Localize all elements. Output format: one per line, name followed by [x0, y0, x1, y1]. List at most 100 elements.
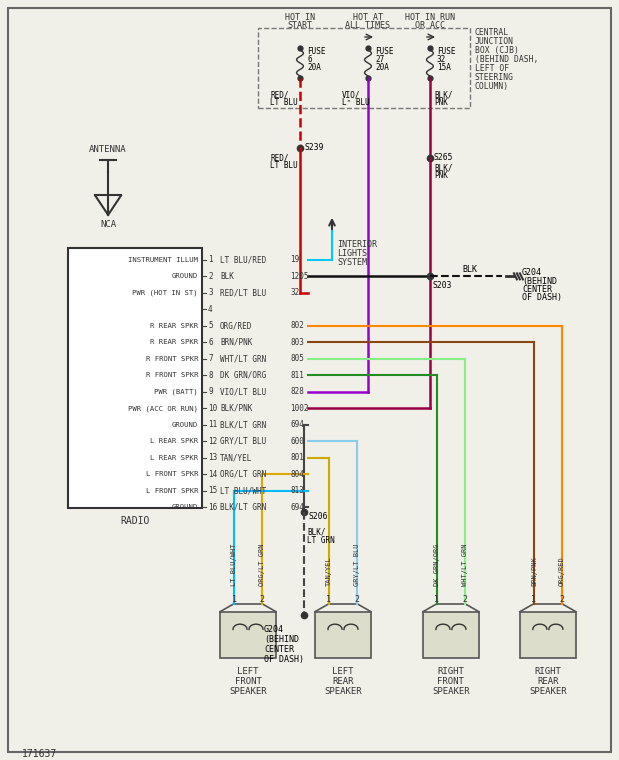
Text: ORG/RED: ORG/RED — [559, 556, 565, 586]
Text: S206: S206 — [308, 512, 327, 521]
Text: SPEAKER: SPEAKER — [324, 687, 361, 696]
Text: BLK/PNK: BLK/PNK — [220, 404, 253, 413]
Text: REAR: REAR — [332, 677, 353, 686]
Text: 5: 5 — [208, 321, 213, 331]
Text: CENTRAL: CENTRAL — [475, 28, 509, 37]
Text: 2: 2 — [208, 272, 213, 281]
Text: 20A: 20A — [375, 64, 389, 72]
Text: ALL TIMES: ALL TIMES — [345, 21, 391, 30]
Text: BLK/: BLK/ — [434, 163, 452, 173]
Bar — [68, 248, 202, 508]
Text: 14: 14 — [208, 470, 217, 479]
Text: 811: 811 — [290, 371, 304, 380]
Text: 1205: 1205 — [290, 272, 308, 281]
Text: 32: 32 — [437, 55, 446, 65]
Text: CENTER: CENTER — [264, 645, 294, 654]
Text: NCA: NCA — [100, 220, 116, 230]
Text: S265: S265 — [434, 154, 454, 163]
Text: 15A: 15A — [437, 64, 451, 72]
Text: G204: G204 — [522, 268, 542, 277]
Text: (BEHIND DASH,: (BEHIND DASH, — [475, 55, 539, 65]
Text: R REAR SPKR: R REAR SPKR — [150, 323, 198, 329]
Text: 27: 27 — [375, 55, 384, 65]
Text: 828: 828 — [290, 388, 304, 396]
Bar — [258, 28, 470, 108]
Text: Lⁿ BLU: Lⁿ BLU — [342, 99, 370, 107]
Text: 600: 600 — [290, 437, 304, 446]
Text: CENTER: CENTER — [522, 285, 552, 294]
Text: SYSTEM: SYSTEM — [337, 258, 367, 268]
Text: GROUND: GROUND — [172, 422, 198, 428]
Text: STEERING: STEERING — [475, 74, 514, 83]
Text: LT BLU/WHT: LT BLU/WHT — [220, 486, 266, 496]
Bar — [315, 612, 371, 657]
Text: 804: 804 — [290, 470, 304, 479]
Text: L FRONT SPKR: L FRONT SPKR — [145, 488, 198, 494]
Text: ORG/RED: ORG/RED — [220, 321, 253, 331]
Text: 2: 2 — [462, 595, 467, 604]
Text: BLK/LT GRN: BLK/LT GRN — [220, 420, 266, 429]
Text: L REAR SPKR: L REAR SPKR — [150, 454, 198, 461]
Text: GROUND: GROUND — [172, 504, 198, 510]
Text: BLK: BLK — [220, 272, 234, 281]
Text: LEFT: LEFT — [332, 667, 353, 676]
Text: OR ACC: OR ACC — [415, 21, 445, 30]
Text: 805: 805 — [290, 354, 304, 363]
Text: R FRONT SPKR: R FRONT SPKR — [145, 372, 198, 378]
Text: PNK: PNK — [434, 172, 448, 180]
Text: HOT IN: HOT IN — [285, 14, 315, 23]
Text: RED/LT BLU: RED/LT BLU — [220, 288, 266, 297]
Text: 32: 32 — [290, 288, 299, 297]
Text: 7: 7 — [208, 354, 213, 363]
Text: GRY/LT BLU: GRY/LT BLU — [354, 543, 360, 586]
Text: 13: 13 — [208, 453, 217, 462]
Text: 813: 813 — [290, 486, 304, 496]
Text: REAR: REAR — [537, 677, 558, 686]
Text: 171637: 171637 — [22, 749, 58, 758]
Text: ORG/LT GRN: ORG/LT GRN — [220, 470, 266, 479]
Text: FUSE: FUSE — [307, 47, 326, 56]
Text: HOT AT: HOT AT — [353, 14, 383, 23]
Text: INTERIOR: INTERIOR — [337, 240, 377, 249]
Text: WHT/LT GRN: WHT/LT GRN — [462, 543, 468, 586]
Text: 15: 15 — [208, 486, 217, 496]
Text: S203: S203 — [433, 281, 452, 290]
Text: VIO/LT BLU: VIO/LT BLU — [220, 388, 266, 396]
Text: (BEHIND: (BEHIND — [264, 635, 299, 644]
Bar — [423, 612, 479, 657]
Text: 1002: 1002 — [290, 404, 308, 413]
Text: FRONT: FRONT — [438, 677, 464, 686]
Text: 1: 1 — [435, 595, 439, 604]
Text: 802: 802 — [290, 321, 304, 331]
Text: LT BLU/WHT: LT BLU/WHT — [231, 543, 237, 586]
Text: LEFT OF: LEFT OF — [475, 65, 509, 74]
Text: 9: 9 — [208, 388, 213, 396]
Text: LT GRN: LT GRN — [307, 537, 335, 545]
Text: TAN/YEL: TAN/YEL — [326, 556, 332, 586]
Text: LT BLU: LT BLU — [270, 99, 298, 107]
Text: 10: 10 — [208, 404, 217, 413]
Text: 11: 11 — [208, 420, 217, 429]
Text: OF DASH): OF DASH) — [522, 293, 562, 302]
Text: RIGHT: RIGHT — [534, 667, 561, 676]
Text: SPEAKER: SPEAKER — [229, 687, 267, 696]
Text: BLK/: BLK/ — [434, 90, 452, 100]
Text: PWR (ACC OR RUN): PWR (ACC OR RUN) — [128, 405, 198, 412]
Text: BLK: BLK — [462, 265, 477, 274]
Text: PNK: PNK — [434, 99, 448, 107]
Text: 2: 2 — [259, 595, 264, 604]
Text: FUSE: FUSE — [375, 47, 394, 56]
Text: START: START — [287, 21, 313, 30]
Text: 6: 6 — [307, 55, 311, 65]
Text: JUNCTION: JUNCTION — [475, 37, 514, 46]
Text: 2: 2 — [560, 595, 565, 604]
Text: RADIO: RADIO — [121, 516, 150, 526]
Text: FUSE: FUSE — [437, 47, 456, 56]
Text: 16: 16 — [208, 503, 217, 511]
Text: FRONT: FRONT — [235, 677, 261, 686]
Text: RED/: RED/ — [270, 90, 288, 100]
Text: 2: 2 — [355, 595, 360, 604]
Text: WHT/LT GRN: WHT/LT GRN — [220, 354, 266, 363]
Text: INSTRUMENT ILLUM: INSTRUMENT ILLUM — [128, 257, 198, 263]
Text: 694: 694 — [290, 420, 304, 429]
